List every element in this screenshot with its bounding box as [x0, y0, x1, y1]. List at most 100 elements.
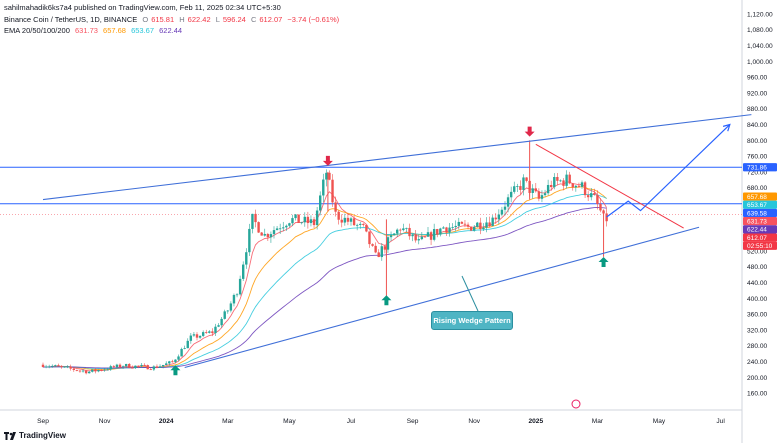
- candle-body: [383, 246, 387, 250]
- price-badge-label: 622.44: [747, 227, 767, 234]
- price-badge: [743, 225, 777, 234]
- candle-body: [152, 366, 156, 370]
- candle-body: [269, 234, 273, 238]
- ema100-value: 653.67: [131, 26, 155, 35]
- candle-body: [208, 331, 211, 333]
- candle-body: [251, 213, 254, 229]
- candle-body: [319, 195, 322, 211]
- candle-body: [349, 218, 353, 222]
- candle-body: [115, 364, 119, 368]
- candle-body: [47, 366, 51, 368]
- x-tick-label: Jul: [347, 418, 356, 425]
- candle-body: [177, 356, 180, 360]
- candle-body: [580, 182, 584, 187]
- candle-body: [165, 363, 168, 365]
- symbol-line[interactable]: Binance Coin / TetherUS, 1D, BINANCE O 61…: [4, 15, 342, 24]
- candle-body: [439, 228, 442, 235]
- candle-body: [340, 219, 343, 223]
- candle-body: [278, 228, 282, 230]
- candle-body: [309, 219, 313, 224]
- candle-body: [112, 366, 116, 368]
- arrow-down-icon: [322, 155, 333, 166]
- callout-text: Rising Wedge Pattern: [433, 316, 511, 325]
- candle-body: [171, 361, 174, 363]
- candle-body: [451, 227, 454, 228]
- candle-body: [57, 365, 60, 367]
- candle-body: [260, 232, 263, 236]
- candle-body: [596, 194, 599, 204]
- footer-brand-text: TradingView: [19, 431, 66, 440]
- ema-label[interactable]: EMA 20/50/100/200: [4, 26, 70, 35]
- candle-body: [423, 236, 427, 238]
- candle-body: [448, 227, 451, 233]
- wedge-upper-line: [42, 114, 752, 201]
- candle-body: [155, 366, 159, 368]
- candle-body: [420, 236, 424, 240]
- arrow-up-icon: [381, 295, 392, 306]
- candle-body: [106, 369, 109, 371]
- x-tick-label: May: [653, 418, 666, 425]
- candle-body: [466, 224, 470, 227]
- candle-body: [257, 222, 260, 233]
- candle-body: [460, 221, 464, 224]
- candle-body: [168, 361, 171, 364]
- candle-body: [183, 348, 186, 349]
- y-tick-label: 320.00: [747, 327, 768, 334]
- candle-body: [192, 334, 196, 336]
- y-tick-label: 760.00: [747, 154, 768, 161]
- candle-body: [328, 172, 331, 180]
- candle-body: [238, 278, 242, 295]
- y-tick-label: 680.00: [747, 185, 768, 192]
- candle-body: [235, 294, 239, 296]
- candle-body: [408, 227, 411, 237]
- candle-body: [473, 226, 476, 231]
- candle-body: [577, 185, 581, 187]
- candle-body: [494, 217, 497, 220]
- x-tick-label: 2025: [528, 418, 543, 425]
- candle-body: [571, 183, 574, 188]
- y-tick-label: 960.00: [747, 75, 768, 82]
- candle-body: [386, 237, 390, 250]
- event-marker-icon: [571, 399, 581, 409]
- candle-body: [315, 210, 319, 226]
- candle-body: [454, 225, 457, 228]
- candle-body: [91, 369, 94, 372]
- tradingview-logo-icon: [4, 431, 16, 440]
- candle-body: [300, 222, 303, 224]
- x-tick-label: Mar: [222, 418, 234, 425]
- candle-body: [426, 232, 430, 237]
- ema-line[interactable]: EMA 20/50/100/200 631.73 657.68 653.67 6…: [4, 26, 185, 35]
- candle-body: [78, 370, 82, 372]
- symbol-name[interactable]: Binance Coin / TetherUS, 1D, BINANCE: [4, 15, 138, 24]
- candle-body: [205, 332, 208, 333]
- change-value: −3.74 (−0.61%): [287, 15, 340, 24]
- open-value: 615.81: [151, 15, 175, 24]
- candle-body: [189, 335, 193, 341]
- candle-body: [457, 221, 460, 226]
- ema200-line: [43, 207, 607, 369]
- candle-body: [180, 348, 183, 357]
- candle-body: [352, 218, 356, 226]
- candle-body: [97, 370, 100, 372]
- candle-body: [297, 214, 300, 223]
- candle-body: [479, 222, 482, 230]
- y-tick-label: 1,120.00: [747, 11, 773, 18]
- low-value: 596.24: [222, 15, 246, 24]
- candle-body: [605, 213, 608, 222]
- candle-body: [94, 369, 97, 372]
- candle-body: [41, 364, 45, 367]
- price-badge-label: 653.67: [747, 202, 767, 209]
- candle-body: [553, 176, 556, 188]
- candle-body: [565, 174, 568, 186]
- footer-brand[interactable]: TradingView: [4, 431, 66, 440]
- candle-body: [223, 311, 226, 319]
- candle-body: [226, 310, 229, 312]
- candle-body: [288, 223, 291, 226]
- x-tick-label: Nov: [468, 418, 480, 425]
- candle-body: [88, 371, 91, 374]
- y-tick-label: 1,040.00: [747, 43, 773, 50]
- candle-body: [380, 246, 383, 258]
- candle-body: [337, 211, 340, 220]
